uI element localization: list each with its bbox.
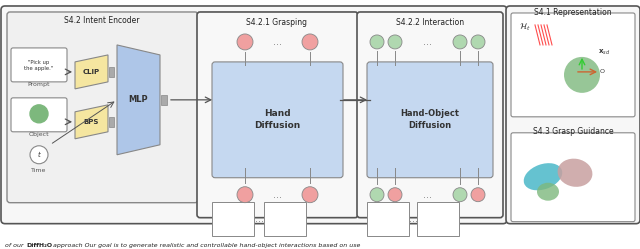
Circle shape [302, 34, 318, 50]
Polygon shape [75, 55, 108, 89]
Text: S4.1 Representation: S4.1 Representation [534, 8, 612, 17]
Text: BPS: BPS [83, 119, 99, 125]
Ellipse shape [524, 163, 563, 190]
FancyBboxPatch shape [212, 62, 343, 178]
Text: $\mathcal{H}_t$: $\mathcal{H}_t$ [519, 22, 531, 33]
FancyBboxPatch shape [7, 12, 198, 203]
Text: MLP: MLP [128, 95, 148, 104]
Text: DiffH₂O: DiffH₂O [26, 243, 52, 248]
Text: $\mathbf{x}_{sd}$: $\mathbf{x}_{sd}$ [598, 48, 611, 57]
Text: O: O [600, 69, 605, 74]
Text: S4.2.2 Interaction: S4.2.2 Interaction [396, 18, 464, 27]
Circle shape [564, 57, 600, 93]
Text: S4.2.1 Grasping: S4.2.1 Grasping [246, 18, 307, 27]
Text: Time: Time [31, 168, 47, 173]
Polygon shape [75, 105, 108, 139]
FancyBboxPatch shape [506, 6, 640, 224]
FancyBboxPatch shape [417, 202, 459, 236]
Text: approach Our goal is to generate realistic and controllable hand-object interact: approach Our goal is to generate realist… [51, 243, 360, 248]
FancyBboxPatch shape [511, 133, 635, 222]
Circle shape [302, 187, 318, 203]
Circle shape [370, 188, 384, 202]
FancyBboxPatch shape [264, 202, 306, 236]
Circle shape [453, 35, 467, 49]
Circle shape [453, 188, 467, 202]
Text: ...: ... [424, 37, 433, 47]
FancyBboxPatch shape [197, 12, 358, 218]
Text: "Pick up
the apple.": "Pick up the apple." [24, 60, 54, 71]
Text: ...: ... [273, 190, 282, 200]
FancyBboxPatch shape [1, 6, 507, 224]
Ellipse shape [557, 159, 593, 187]
Text: ...: ... [424, 190, 433, 200]
Text: ...: ... [273, 37, 282, 47]
Circle shape [471, 35, 485, 49]
FancyBboxPatch shape [161, 95, 167, 105]
Text: S4.2 Intent Encoder: S4.2 Intent Encoder [64, 16, 140, 25]
Circle shape [388, 35, 402, 49]
Text: S4.3 Grasp Guidance: S4.3 Grasp Guidance [532, 127, 613, 136]
Text: Object: Object [29, 132, 49, 137]
Text: ...: ... [408, 214, 417, 224]
Text: Prompt: Prompt [28, 82, 51, 87]
Text: Hand-Object
Diffusion: Hand-Object Diffusion [401, 109, 460, 130]
FancyBboxPatch shape [109, 67, 114, 77]
Circle shape [30, 105, 48, 123]
Text: t: t [38, 152, 40, 158]
Text: Hand
Diffusion: Hand Diffusion [254, 109, 300, 130]
FancyBboxPatch shape [11, 48, 67, 82]
FancyBboxPatch shape [367, 62, 493, 178]
Ellipse shape [537, 183, 559, 201]
FancyBboxPatch shape [11, 98, 67, 132]
Circle shape [30, 146, 48, 164]
FancyBboxPatch shape [357, 12, 503, 218]
Circle shape [237, 187, 253, 203]
Text: of our: of our [5, 243, 26, 248]
Circle shape [370, 35, 384, 49]
FancyBboxPatch shape [212, 202, 254, 236]
Text: ...: ... [255, 214, 264, 224]
Text: CLIP: CLIP [83, 69, 100, 75]
Circle shape [471, 188, 485, 202]
FancyBboxPatch shape [367, 202, 409, 236]
Circle shape [237, 34, 253, 50]
FancyBboxPatch shape [109, 117, 114, 127]
Polygon shape [117, 45, 160, 155]
FancyBboxPatch shape [511, 13, 635, 117]
Circle shape [388, 188, 402, 202]
